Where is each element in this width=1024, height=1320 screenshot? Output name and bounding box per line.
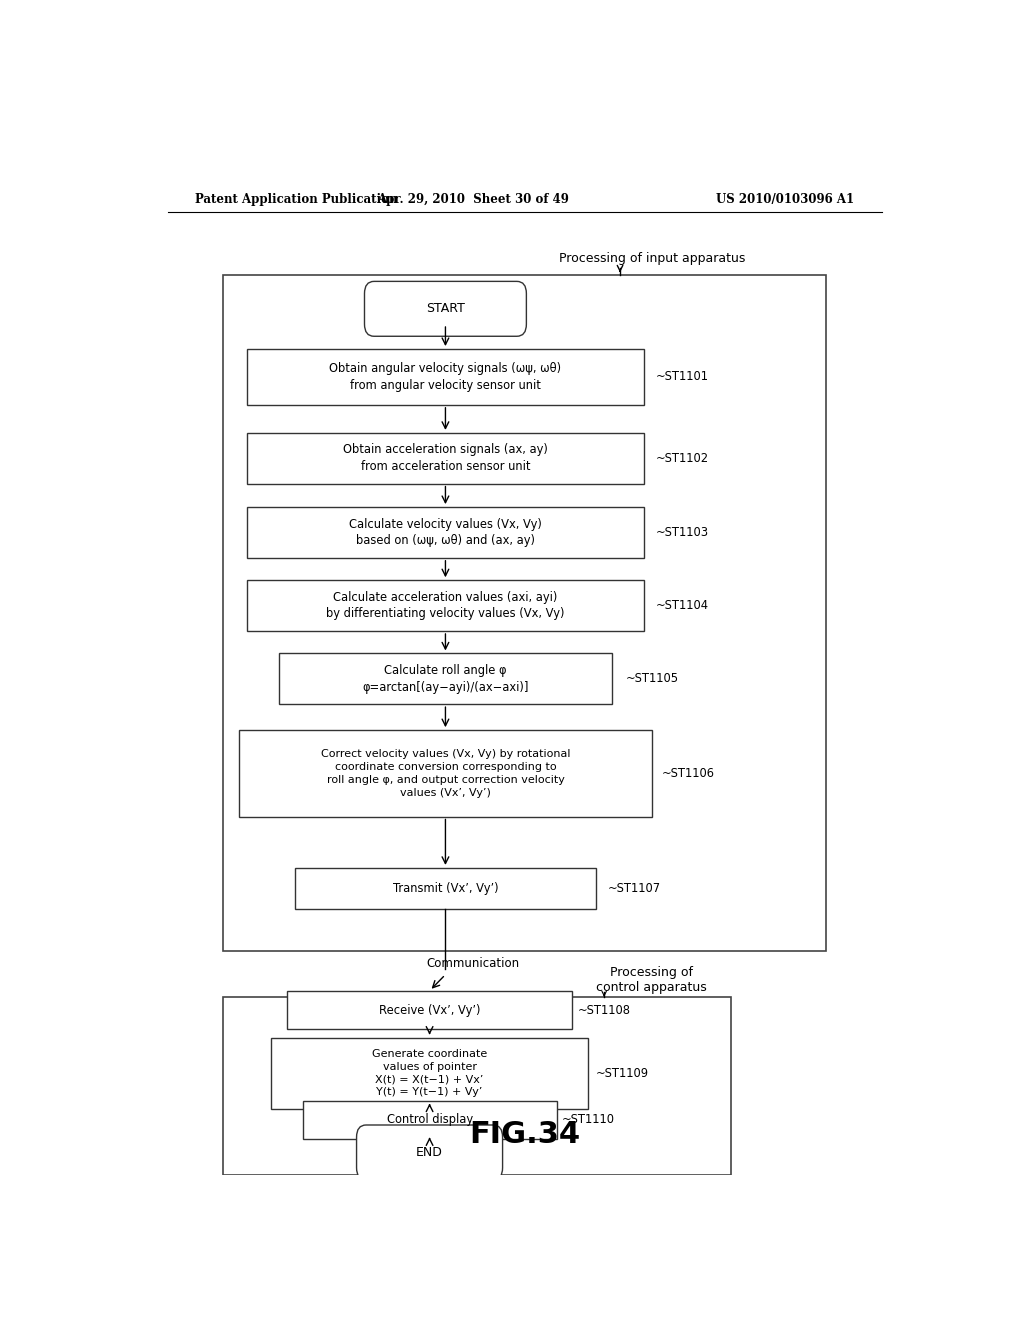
Text: ~ST1102: ~ST1102: [655, 451, 709, 465]
Text: Processing of
control apparatus: Processing of control apparatus: [596, 966, 708, 994]
Text: Obtain angular velocity signals (ωψ, ωθ)
from angular velocity sensor unit: Obtain angular velocity signals (ωψ, ωθ)…: [330, 362, 561, 392]
Text: ~ST1101: ~ST1101: [655, 371, 709, 383]
Text: ~ST1110: ~ST1110: [562, 1113, 615, 1126]
Text: US 2010/0103096 A1: US 2010/0103096 A1: [716, 193, 854, 206]
FancyBboxPatch shape: [247, 433, 644, 483]
Text: END: END: [416, 1146, 443, 1159]
FancyBboxPatch shape: [270, 1038, 588, 1109]
FancyBboxPatch shape: [287, 991, 572, 1030]
Text: Correct velocity values (Vx, Vy) by rotational
coordinate conversion correspondi: Correct velocity values (Vx, Vy) by rota…: [321, 750, 570, 797]
FancyBboxPatch shape: [295, 867, 596, 908]
Text: Calculate velocity values (Vx, Vy)
based on (ωψ, ωθ) and (ax, ay): Calculate velocity values (Vx, Vy) based…: [349, 517, 542, 548]
Text: Calculate acceleration values (axi, ayi)
by differentiating velocity values (Vx,: Calculate acceleration values (axi, ayi)…: [327, 591, 564, 620]
FancyBboxPatch shape: [303, 1101, 557, 1139]
Text: Obtain acceleration signals (ax, ay)
from acceleration sensor unit: Obtain acceleration signals (ax, ay) fro…: [343, 444, 548, 473]
Text: FIG.34: FIG.34: [469, 1119, 581, 1148]
Text: ~ST1107: ~ST1107: [608, 882, 662, 895]
FancyBboxPatch shape: [247, 507, 644, 558]
Text: Generate coordinate
values of pointer
X(t) = X(t−1) + Vx’
Y(t) = Y(t−1) + Vy’: Generate coordinate values of pointer X(…: [372, 1049, 487, 1097]
Text: ~ST1105: ~ST1105: [626, 672, 679, 685]
FancyBboxPatch shape: [247, 348, 644, 405]
FancyBboxPatch shape: [356, 1125, 503, 1180]
FancyBboxPatch shape: [365, 281, 526, 337]
FancyBboxPatch shape: [240, 730, 652, 817]
Text: START: START: [426, 302, 465, 315]
Text: Receive (Vx’, Vy’): Receive (Vx’, Vy’): [379, 1003, 480, 1016]
Text: ~ST1109: ~ST1109: [596, 1067, 649, 1080]
Text: ~ST1108: ~ST1108: [578, 1003, 631, 1016]
Text: Control display: Control display: [386, 1113, 473, 1126]
Text: Transmit (Vx’, Vy’): Transmit (Vx’, Vy’): [392, 882, 499, 895]
FancyBboxPatch shape: [223, 276, 826, 952]
FancyBboxPatch shape: [247, 581, 644, 631]
Text: Calculate roll angle φ
φ=arctan[(ay−ayi)/(ax−axi)]: Calculate roll angle φ φ=arctan[(ay−ayi)…: [362, 664, 528, 693]
Text: ~ST1104: ~ST1104: [655, 599, 709, 612]
FancyBboxPatch shape: [279, 653, 612, 704]
FancyBboxPatch shape: [223, 997, 731, 1175]
Text: ~ST1106: ~ST1106: [663, 767, 715, 780]
Text: ~ST1103: ~ST1103: [655, 525, 709, 539]
Text: Communication: Communication: [427, 957, 520, 970]
Text: Apr. 29, 2010  Sheet 30 of 49: Apr. 29, 2010 Sheet 30 of 49: [377, 193, 569, 206]
Text: Processing of input apparatus: Processing of input apparatus: [558, 252, 745, 264]
Text: Patent Application Publication: Patent Application Publication: [196, 193, 398, 206]
